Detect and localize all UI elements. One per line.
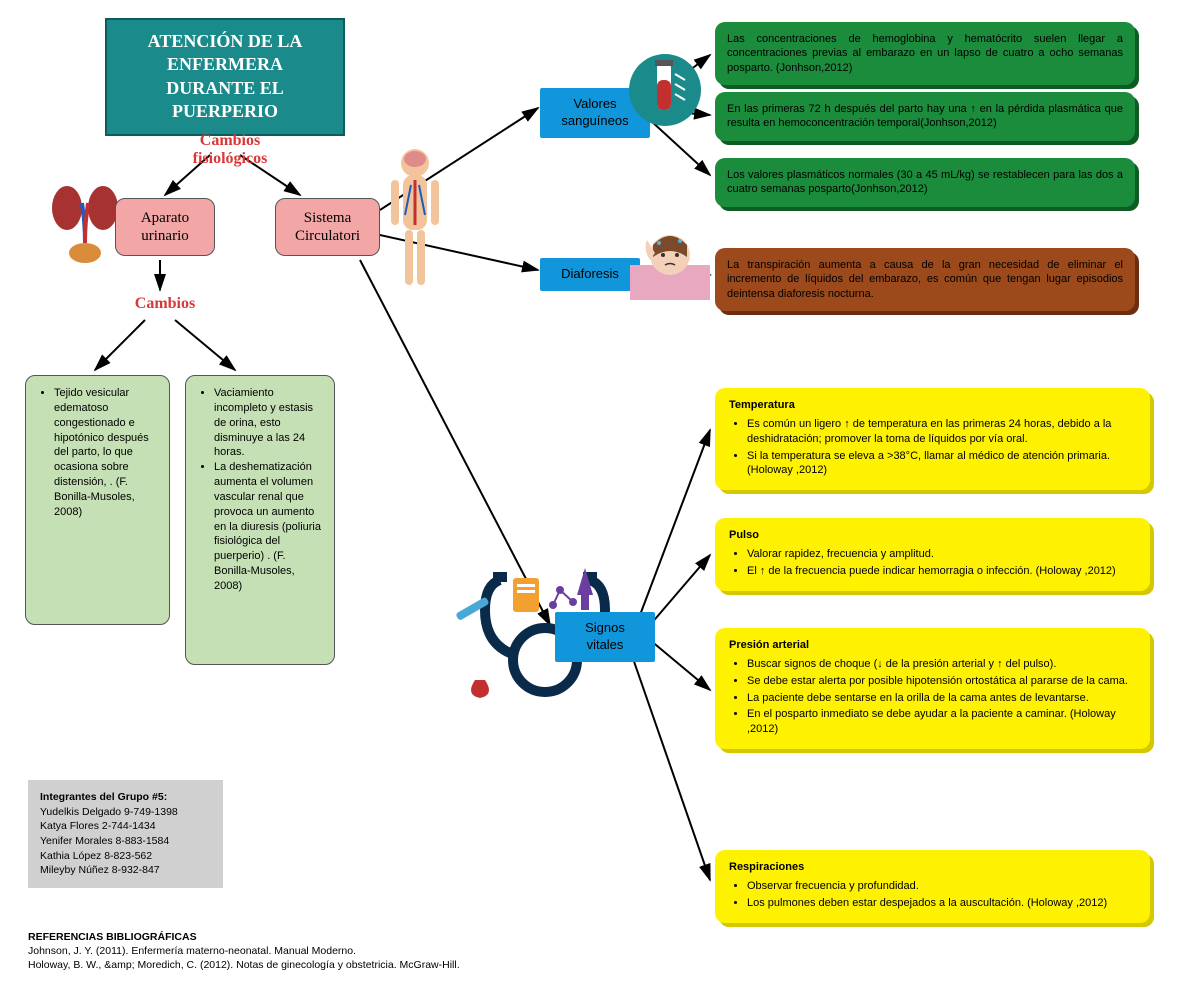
- node-signos-vitales: Signos vitales: [555, 612, 655, 662]
- item-3: La paciente debe sentarse en la orilla d…: [747, 691, 1136, 706]
- node-urinary-change-2: Vaciamiento incompleto y estasis de orin…: [185, 375, 335, 665]
- kidney-icon: [45, 170, 125, 270]
- text: Tejido vesicular edematoso congestionado…: [54, 386, 157, 520]
- title: Presión arterial: [729, 638, 1136, 653]
- info-plasma-values: Los valores plasmáticos normales (30 a 4…: [715, 158, 1135, 207]
- info-hemoglobin: Las concentraciones de hemoglobina y hem…: [715, 22, 1135, 85]
- ref-1: Johnson, J. Y. (2011). Enfermería matern…: [28, 944, 588, 958]
- info-respiraciones: Respiraciones Observar frecuencia y prof…: [715, 850, 1150, 923]
- info-diaforesis: La transpiración aumenta a causa de la g…: [715, 248, 1135, 311]
- item-2: Si la temperatura se eleva a >38°C, llam…: [747, 449, 1136, 479]
- subtitle-cambios: Cambios fisiológicos: [165, 132, 295, 168]
- member-3: Yenifer Morales 8-883-1584: [40, 834, 211, 849]
- ref-2: Holoway, B. W., &amp; Moredich, C. (2012…: [28, 958, 588, 972]
- title: Respiraciones: [729, 860, 1136, 875]
- refs-title: REFERENCIAS BIBLIOGRÁFICAS: [28, 930, 588, 944]
- item-4: En el posparto inmediato se debe ayudar …: [747, 707, 1136, 737]
- item-1: Valorar rapidez, frecuencia y amplitud.: [747, 547, 1136, 562]
- blood-tube-icon: [625, 50, 705, 130]
- info-presion-arterial: Presión arterial Buscar signos de choque…: [715, 628, 1150, 749]
- title: Pulso: [729, 528, 1136, 543]
- info-pulso: Pulso Valorar rapidez, frecuencia y ampl…: [715, 518, 1150, 591]
- main-title: ATENCIÓN DE LA ENFERMERA DURANTE EL PUER…: [105, 18, 345, 136]
- member-1: Yudelkis Delgado 9-749-1398: [40, 805, 211, 820]
- item-2: El ↑ de la frecuencia puede indicar hemo…: [747, 564, 1136, 579]
- label-cambios: Cambios: [130, 295, 200, 313]
- references: REFERENCIAS BIBLIOGRÁFICAS Johnson, J. Y…: [28, 930, 588, 973]
- text-b: La deshematización aumenta el volumen va…: [214, 460, 322, 594]
- text-a: Vaciamiento incompleto y estasis de orin…: [214, 386, 322, 460]
- item-1: Buscar signos de choque (↓ de la presión…: [747, 657, 1136, 672]
- group-title: Integrantes del Grupo #5:: [40, 790, 211, 805]
- title: Temperatura: [729, 398, 1136, 413]
- member-2: Katya Flores 2-744-1434: [40, 819, 211, 834]
- node-urinary-change-1: Tejido vesicular edematoso congestionado…: [25, 375, 170, 625]
- node-sistema-circulatorio: Sistema Circulatori: [275, 198, 380, 256]
- item-1: Observar frecuencia y profundidad.: [747, 879, 1136, 894]
- sick-person-icon: [625, 215, 715, 305]
- item-2: Se debe estar alerta por posible hipoten…: [747, 674, 1136, 689]
- info-temperatura: Temperatura Es común un ligero ↑ de temp…: [715, 388, 1150, 490]
- item-2: Los pulmones deben estar despejados a la…: [747, 896, 1136, 911]
- node-aparato-urinario: Aparato urinario: [115, 198, 215, 256]
- body-anatomy-icon: [375, 145, 455, 305]
- info-plasma-loss: En las primeras 72 h después del parto h…: [715, 92, 1135, 141]
- group-members-box: Integrantes del Grupo #5: Yudelkis Delga…: [28, 780, 223, 888]
- item-1: Es común un ligero ↑ de temperatura en l…: [747, 417, 1136, 447]
- member-5: Mileyby Núñez 8-932-847: [40, 863, 211, 878]
- member-4: Kathia López 8-823-562: [40, 849, 211, 864]
